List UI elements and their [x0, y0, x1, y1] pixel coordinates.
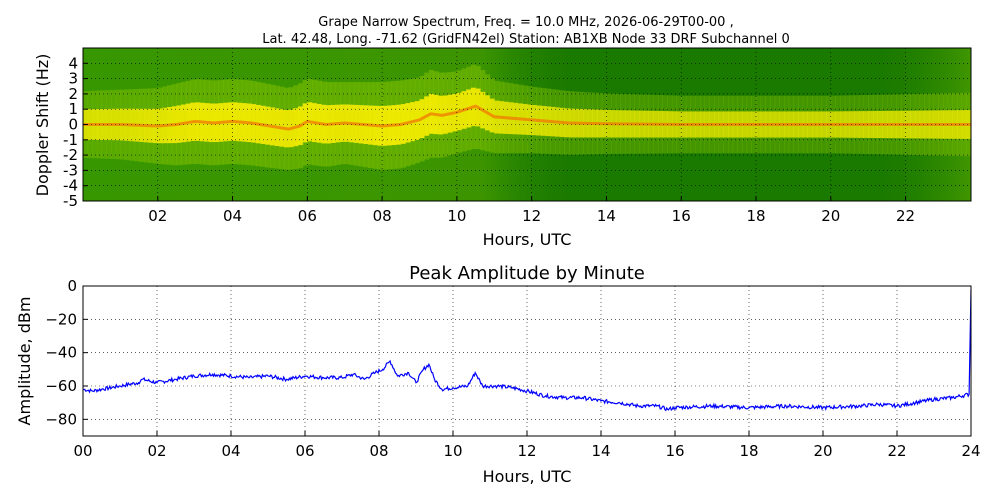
spectrogram-x-tick-label: 02 — [148, 207, 167, 225]
amplitude-x-tick-label: 14 — [591, 442, 610, 460]
amplitude-x-tick-label: 10 — [443, 442, 462, 460]
spectrogram-x-tick-label: 18 — [746, 207, 765, 225]
spectrogram-x-tick-label: 12 — [522, 207, 541, 225]
amplitude-x-tick-label: 24 — [961, 442, 980, 460]
amplitude-y-tick-label: −40 — [45, 344, 77, 362]
spectrogram-x-tick-label: 10 — [447, 207, 466, 225]
spectrogram-y-tick-label: 3 — [68, 70, 78, 88]
spectrogram-x-tick-label: 08 — [373, 207, 392, 225]
figure-title-line1: Grape Narrow Spectrum, Freq. = 10.0 MHz,… — [318, 15, 733, 30]
spectrogram-x-label: Hours, UTC — [483, 230, 572, 249]
amplitude-y-tick-label: 0 — [67, 277, 77, 295]
spectrogram-grid — [83, 48, 971, 202]
amplitude-plot-area — [83, 286, 971, 436]
amplitude-x-tick-label: 18 — [739, 442, 758, 460]
amplitude-x-tick-label: 04 — [221, 442, 240, 460]
figure-title-line2: Lat. 42.48, Long. -71.62 (GridFN42el) St… — [262, 32, 789, 47]
amplitude-x-tick-label: 00 — [73, 442, 92, 460]
spectrogram-x-ticks: 02 04 06 08 10 12 14 16 18 20 22 — [148, 196, 915, 225]
amplitude-series-line — [83, 289, 971, 412]
amplitude-x-ticks: 00 02 04 06 08 10 12 14 16 18 20 22 24 — [73, 431, 981, 460]
amplitude-x-tick-label: 06 — [295, 442, 314, 460]
spectrogram-y-tick-label: 4 — [68, 54, 78, 72]
spectrogram-y-tick-label: 1 — [68, 100, 78, 118]
amplitude-title: Peak Amplitude by Minute — [409, 263, 645, 284]
spectrogram-x-tick-label: 16 — [672, 207, 691, 225]
spectrogram-y-tick-label: 2 — [68, 85, 78, 103]
amplitude-x-tick-label: 22 — [887, 442, 906, 460]
amplitude-x-tick-label: 08 — [369, 442, 388, 460]
spectrogram-x-tick-label: 06 — [298, 207, 317, 225]
spectrogram-x-tick-label: 20 — [821, 207, 840, 225]
spectrogram-x-tick-label: 04 — [223, 207, 242, 225]
amplitude-y-ticks: 0 −20 −40 −60 −80 — [45, 277, 88, 428]
amplitude-x-tick-label: 20 — [813, 442, 832, 460]
spectrogram-y-tick-label: 0 — [68, 116, 78, 134]
amplitude-x-label: Hours, UTC — [483, 467, 572, 486]
amplitude-y-tick-label: −60 — [45, 377, 77, 395]
spectrogram-y-tick-label: -5 — [63, 192, 78, 210]
spectrogram-peak-trace — [83, 104, 971, 131]
spectrogram-y-tick-label: -2 — [63, 146, 78, 164]
amplitude-y-label: Amplitude, dBm — [15, 297, 34, 426]
amplitude-x-tick-label: 02 — [147, 442, 166, 460]
amplitude-panel: Peak Amplitude by Minute 00 02 04 06 08 10 12 1… — [15, 263, 981, 486]
amplitude-y-tick-label: −20 — [45, 310, 77, 328]
carrier-trace — [83, 104, 971, 131]
amplitude-x-tick-label: 16 — [665, 442, 684, 460]
spectrogram-x-tick-label: 22 — [896, 207, 915, 225]
spectrogram-y-label: Doppler Shift (Hz) — [33, 54, 52, 197]
spectrogram-y-tick-label: -1 — [63, 131, 78, 149]
spectrogram-y-tick-label: -4 — [63, 177, 78, 195]
spectrogram-y-tick-label: -3 — [63, 161, 78, 179]
amplitude-x-tick-label: 12 — [517, 442, 536, 460]
amplitude-y-tick-label: −80 — [45, 410, 77, 428]
spectrogram-x-tick-label: 14 — [597, 207, 616, 225]
